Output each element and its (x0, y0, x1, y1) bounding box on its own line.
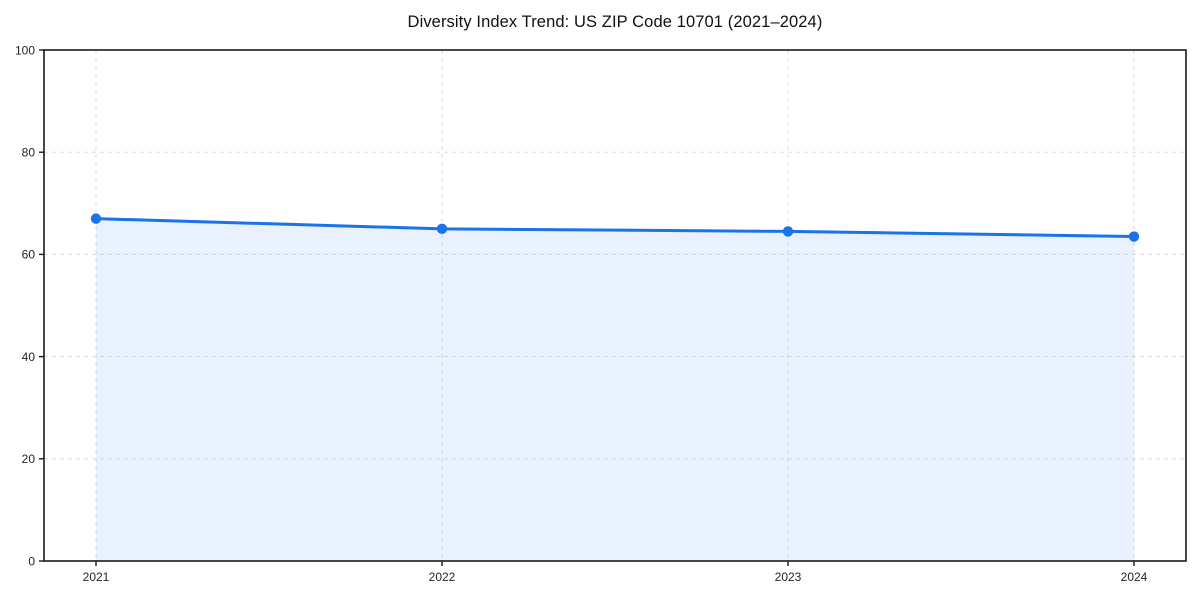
trend-line (94, 217, 1136, 239)
data-point-2022 (436, 223, 448, 235)
data-point-2024 (1128, 231, 1140, 242)
x-tick-label: 2021 (83, 570, 110, 584)
y-tick-label: 100 (15, 43, 35, 57)
x-tick-label: 2022 (429, 570, 456, 584)
y-tick-label: 60 (22, 248, 36, 262)
data-point-2021 (90, 213, 102, 224)
area-fill (96, 218, 1134, 561)
y-tick-label: 20 (22, 452, 36, 466)
chart-title: Diversity Index Trend: US ZIP Code 10701… (407, 13, 823, 31)
plot-border (43, 49, 1187, 562)
y-tick-label: 40 (22, 350, 36, 364)
y-tick-label: 80 (22, 146, 36, 160)
y-tick-label: 0 (28, 554, 35, 568)
x-tick-label: 2024 (1121, 570, 1148, 584)
data-point-2023 (782, 226, 794, 237)
x-tick-label: 2023 (775, 570, 802, 584)
